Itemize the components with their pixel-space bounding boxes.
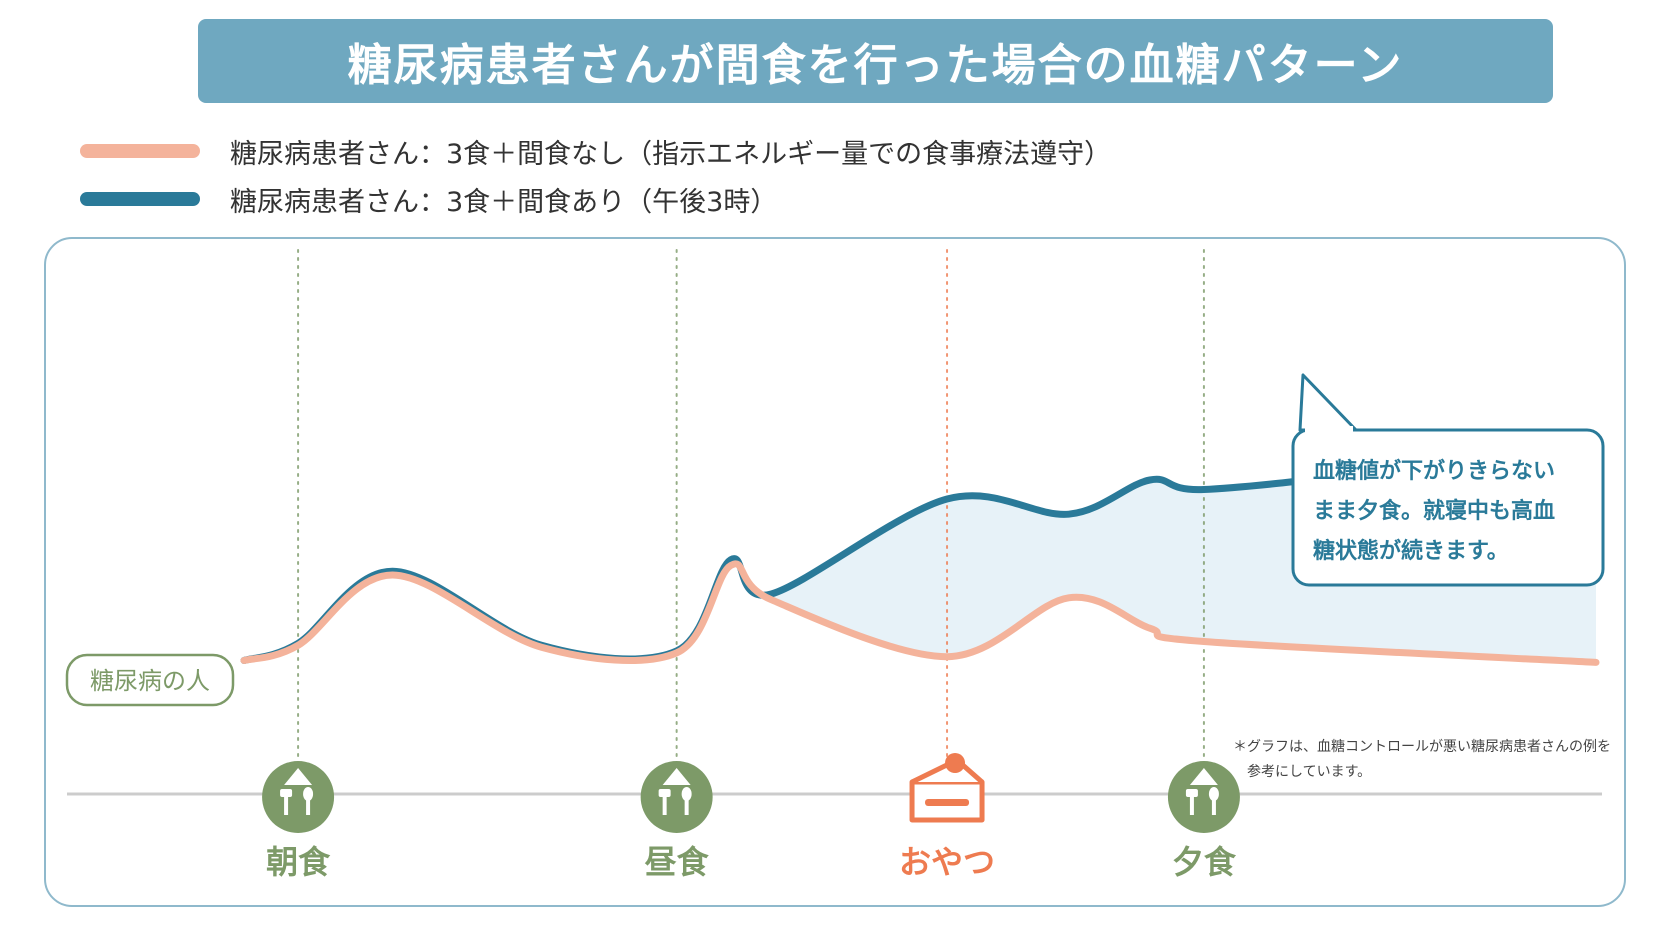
legend-label-no-snack: 糖尿病患者さん：3食＋間食なし（指示エネルギー量での食事療法遵守） — [230, 138, 1112, 170]
event-layer: 朝食 昼食 おやつ 夕食 — [262, 753, 1240, 881]
callout-box — [1291, 428, 1605, 587]
event-label-2: おやつ — [899, 843, 995, 881]
event-label-3: 夕食 — [1172, 843, 1237, 881]
callout-line-2: まま夕食。就寝中も高血 — [1313, 498, 1555, 524]
person-label-box — [65, 653, 235, 707]
footnote-line-1: ＊グラフは、血糖コントロールが悪い糖尿病患者さんの例を — [1233, 739, 1611, 755]
event-guide-layer — [297, 249, 1205, 761]
callout-line-1: 血糖値が下がりきらない — [1313, 458, 1555, 484]
callout: 血糖値が下がりきらない まま夕食。就寝中も高血 糖状態が続きます。 — [1291, 373, 1605, 587]
meal-icon — [640, 761, 713, 833]
legend-swatch-no-snack — [80, 144, 200, 158]
person-label: 糖尿病の人 — [90, 667, 210, 695]
legend-swatch-with-snack — [80, 192, 200, 206]
callout-line-3: 糖状態が続きます。 — [1313, 538, 1509, 564]
callout-bubble — [1298, 373, 1358, 432]
title-bar: 糖尿病患者さんが間食を行った場合の血糖パターン — [198, 19, 1553, 103]
legend-item-no-snack: 糖尿病患者さん：3食＋間食なし（指示エネルギー量での食事療法遵守） — [80, 127, 1111, 175]
series-line-no-snack — [240, 560, 1600, 666]
event-label-1: 昼食 — [645, 843, 710, 881]
legend-item-with-snack: 糖尿病患者さん：3食＋間食あり（午後3時） — [80, 175, 1111, 223]
chart-frame — [44, 237, 1626, 907]
callout-joint-mask — [1305, 426, 1353, 434]
cake-icon — [909, 753, 985, 823]
meal-icon — [1167, 761, 1240, 833]
event-label-0: 朝食 — [266, 843, 331, 881]
footnote-line-2: 参考にしています。 — [1247, 764, 1372, 780]
meal-icon — [262, 761, 335, 833]
legend-label-with-snack: 糖尿病患者さん：3食＋間食あり（午後3時） — [230, 186, 778, 218]
footnote: ＊グラフは、血糖コントロールが悪い糖尿病患者さんの例を 参考にしています。 — [1233, 735, 1611, 785]
legend: 糖尿病患者さん：3食＋間食なし（指示エネルギー量での食事療法遵守） 糖尿病患者さ… — [80, 127, 1111, 223]
chart-title: 糖尿病患者さんが間食を行った場合の血糖パターン — [347, 40, 1404, 91]
